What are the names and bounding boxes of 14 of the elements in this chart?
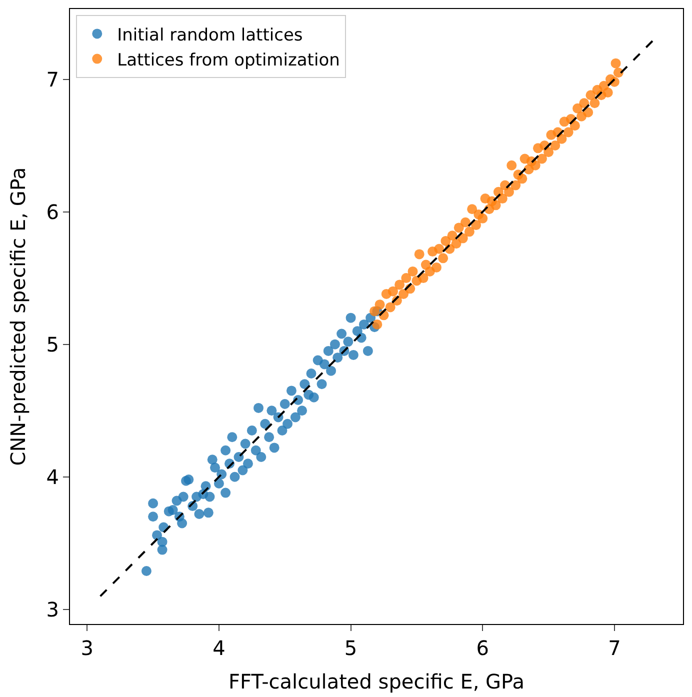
x-tick-label: 7 (608, 636, 621, 660)
y-tick-label: 4 (46, 464, 59, 489)
legend-label: Lattices from optimization (117, 50, 340, 70)
y-tick-label: 5 (46, 332, 59, 356)
x-tick-label: 6 (476, 636, 489, 660)
y-tick-label: 3 (46, 597, 59, 622)
x-tick-label: 4 (212, 636, 226, 660)
x-tick-label: 5 (344, 636, 358, 660)
y-axis-title: CNN-predicted specific E, GPa (6, 167, 30, 466)
x-axis-title: FFT-calculated specific E, GPa (228, 670, 524, 694)
y-tick-label: 6 (46, 200, 59, 224)
legend-label: Initial random lattices (117, 25, 303, 46)
y-tick-label: 7 (46, 67, 59, 92)
x-tick-label: 3 (80, 636, 94, 660)
